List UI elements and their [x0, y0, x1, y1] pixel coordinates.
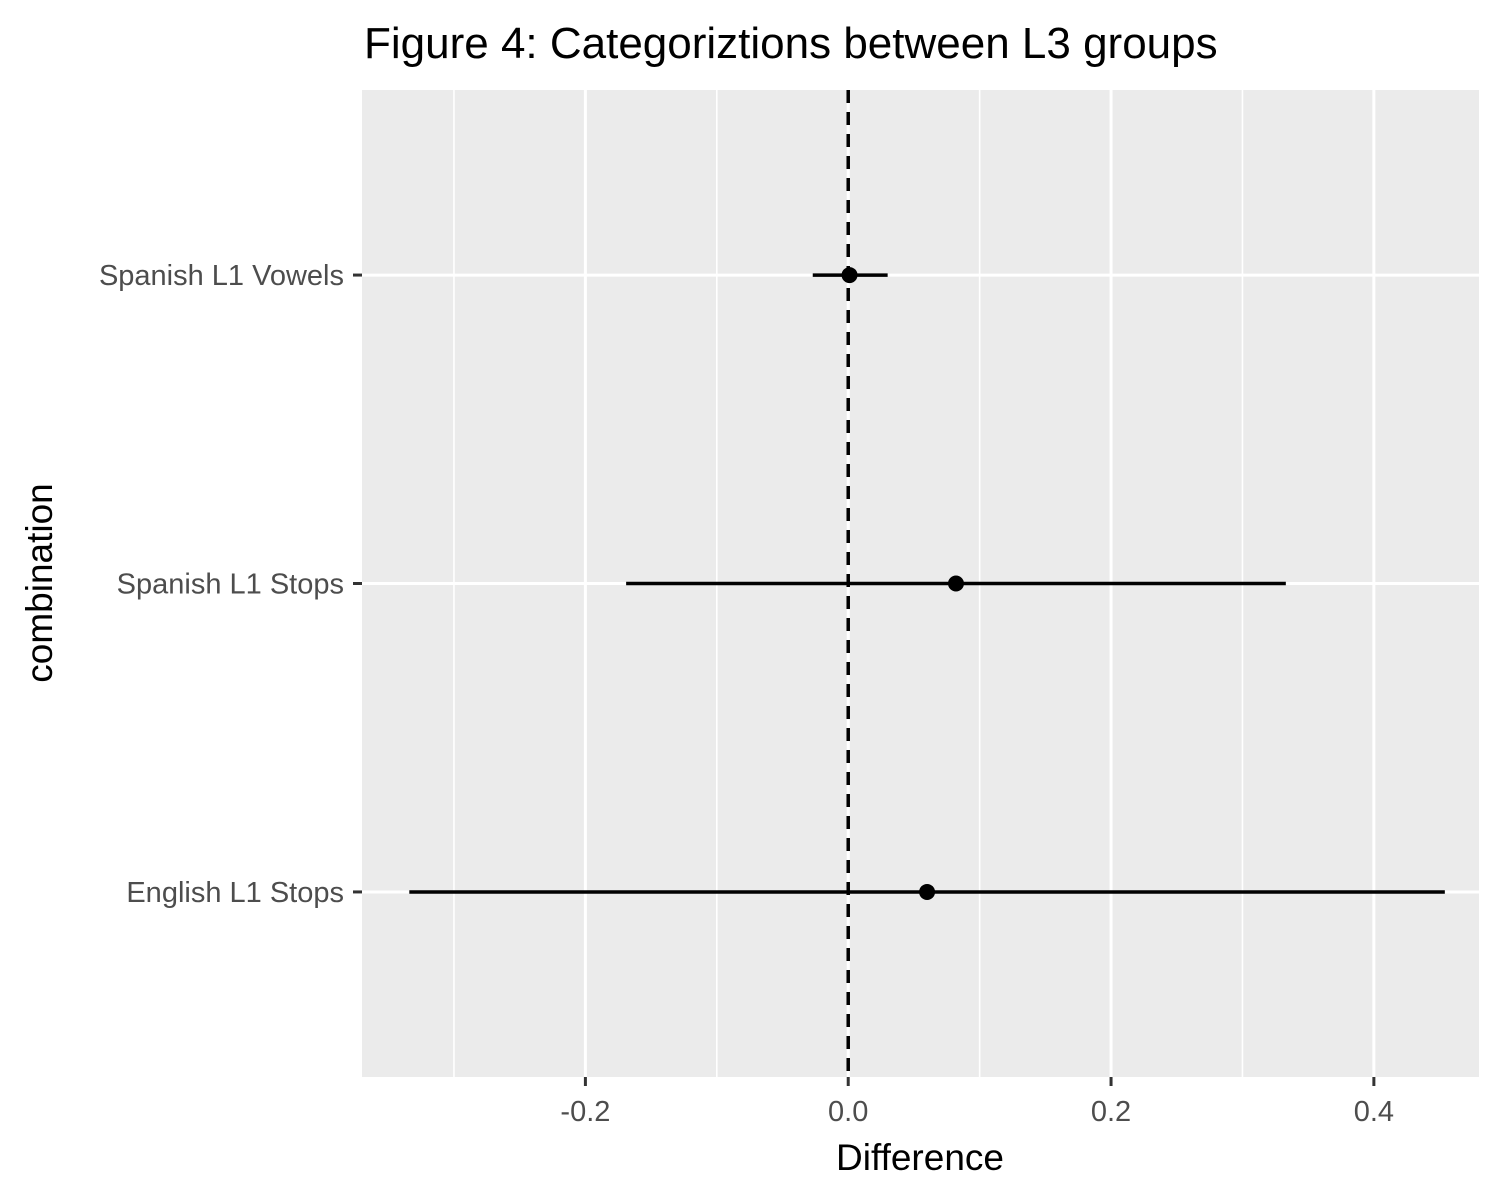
error-bars: [409, 267, 1445, 900]
chart-title: Figure 4: Categoriztions between L3 grou…: [364, 19, 1218, 68]
x-tick-label: 0.2: [1091, 1096, 1131, 1128]
y-tick-label: Spanish L1 Stops: [117, 569, 344, 601]
axis-ticks: -0.2 0.0 0.2 0.4 Spanish L1 Vowels Spanish L1…: [99, 260, 1394, 1128]
x-tick-label: -0.2: [560, 1096, 610, 1128]
y-tick-label: Spanish L1 Vowels: [99, 260, 344, 292]
x-axis-title: Difference: [836, 1137, 1004, 1178]
y-axis-title: combination: [19, 483, 60, 683]
x-tick-label: 0.4: [1354, 1096, 1394, 1128]
estimate-point: [919, 883, 936, 900]
y-tick-label: English L1 Stops: [126, 877, 344, 909]
estimate-point: [841, 267, 858, 284]
x-tick-label: 0.0: [828, 1096, 868, 1128]
estimate-point: [947, 575, 964, 592]
